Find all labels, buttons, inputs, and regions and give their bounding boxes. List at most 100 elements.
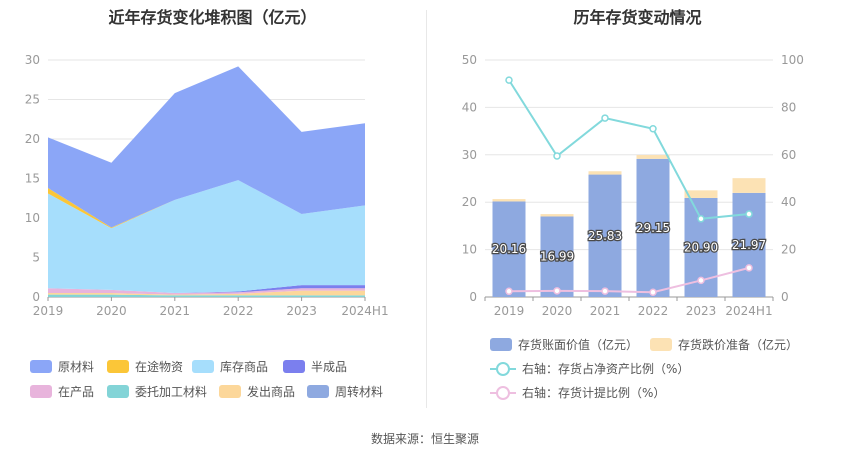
legend-label: 右轴：存货计提比例（%） [522,386,666,400]
area-series-委托加工材料 [48,294,365,297]
legend-item-impairment[interactable]: 存货跌价准备（亿元） [650,336,798,353]
bar-value-label: 29.15 [636,221,670,235]
legend-swatch [650,338,672,351]
legend-item-finished-goods[interactable]: 库存商品 [192,358,268,375]
y2-tick-label: 100 [781,53,804,67]
y-tick-label: 50 [462,53,477,67]
legend-swatch [283,360,305,373]
x-tick-label: 2023 [286,304,317,318]
legend-label: 周转材料 [335,385,384,399]
legend-label: 右轴：存货占净资产比例（%） [522,362,690,376]
legend-item-wip[interactable]: 在产品 [30,383,94,400]
bar-impairment [540,214,574,217]
line-point [649,124,657,133]
area-series-在产品 [48,288,365,295]
legend-label: 原材料 [58,360,95,374]
x-tick-label: 2021 [160,304,191,318]
bar-impairment [588,171,622,175]
y2-tick-label: 60 [781,148,796,162]
y-tick-label: 20 [462,195,477,209]
y-tick-label: 10 [25,211,40,225]
x-tick-label: 2024H1 [725,304,772,318]
legend-line-swatch [490,385,516,400]
line-point [553,152,561,160]
legend-item-raw-material[interactable]: 原材料 [30,358,94,375]
bar-value-label: 16.99 [540,250,574,264]
legend-label: 存货账面价值（亿元） [518,338,639,352]
y-tick-label: 30 [462,148,477,162]
legend-label: 库存商品 [220,360,269,374]
bar-book-value [732,192,766,297]
y2-tick-label: 40 [781,195,796,209]
legend-item-in-transit[interactable]: 在途物资 [107,358,183,375]
x-tick-label: 2021 [590,304,621,318]
area-series-发出商品 [48,290,365,296]
area-series-半成品 [48,285,365,294]
line-point [649,288,657,297]
y-tick-label: 30 [25,53,40,67]
x-tick-label: 2019 [33,304,64,318]
y-tick-label: 25 [25,93,40,107]
line-point [601,114,609,122]
area-series-库存商品 [48,180,365,294]
y-tick-label: 0 [469,290,477,304]
legend-swatch [107,385,129,398]
x-tick-label: 2019 [494,304,525,318]
line-point [697,276,705,285]
bar-book-value [492,201,526,297]
line-series-provision-ratio [508,266,750,294]
bar-impairment [684,190,718,198]
bar-value-label: 25.83 [588,229,622,243]
y2-tick-label: 20 [781,243,796,257]
legend-label: 在途物资 [135,360,184,374]
legend-item-provision-ratio[interactable]: 右轴：存货计提比例（%） [490,384,665,401]
line-point [697,215,705,223]
legend-swatch [30,360,52,373]
y-tick-label: 20 [25,132,40,146]
x-tick-label: 2023 [686,304,717,318]
y-tick-label: 0 [32,290,40,304]
legend-label: 委托加工材料 [135,385,208,399]
legend-swatch [30,385,52,398]
bar-impairment [492,199,526,202]
bar-value-label: 21.97 [732,238,766,252]
legend-label: 半成品 [311,360,348,374]
line-point [745,210,753,218]
legend-swatch [490,338,512,351]
bar-book-value [588,174,622,297]
bar-impairment [636,155,670,159]
legend-swatch [107,360,129,373]
legend-item-semi-finished[interactable]: 半成品 [283,358,347,375]
legend-item-inventory-to-net-assets[interactable]: 右轴：存货占净资产比例（%） [490,360,689,377]
x-tick-label: 2022 [638,304,669,318]
area-series-原材料 [48,66,365,228]
left-chart-title: 近年存货变化堆积图（亿元） [108,8,317,27]
y-tick-label: 40 [462,100,477,114]
panel-divider [426,10,427,408]
legend-swatch [219,385,241,398]
line-point [505,287,513,296]
x-tick-label: 2020 [542,304,573,318]
legend-item-consigned-processing[interactable]: 委托加工材料 [107,383,207,400]
legend-label: 存货跌价准备（亿元） [678,338,799,352]
data-source: 数据来源：恒生聚源 [370,432,479,446]
x-tick-label: 2022 [223,304,254,318]
x-tick-label: 2024H1 [341,304,388,318]
right-chart-title: 历年存货变动情况 [573,8,702,27]
bar-impairment [732,178,766,193]
legend-item-goods-shipped[interactable]: 发出商品 [219,383,295,400]
legend-item-book-value[interactable]: 存货账面价值（亿元） [490,336,638,353]
legend-line-swatch [490,361,516,376]
y-tick-label: 10 [462,243,477,257]
bar-book-value [636,158,670,297]
bar-value-label: 20.16 [492,242,526,256]
y-tick-label: 15 [25,172,40,186]
legend-item-turnover-materials[interactable]: 周转材料 [307,383,383,400]
legend-label: 在产品 [58,385,95,399]
y2-tick-label: 0 [781,290,789,304]
legend-label: 发出商品 [247,385,296,399]
legend-swatch [192,360,214,373]
bar-book-value [540,216,574,297]
y2-tick-label: 80 [781,100,796,114]
